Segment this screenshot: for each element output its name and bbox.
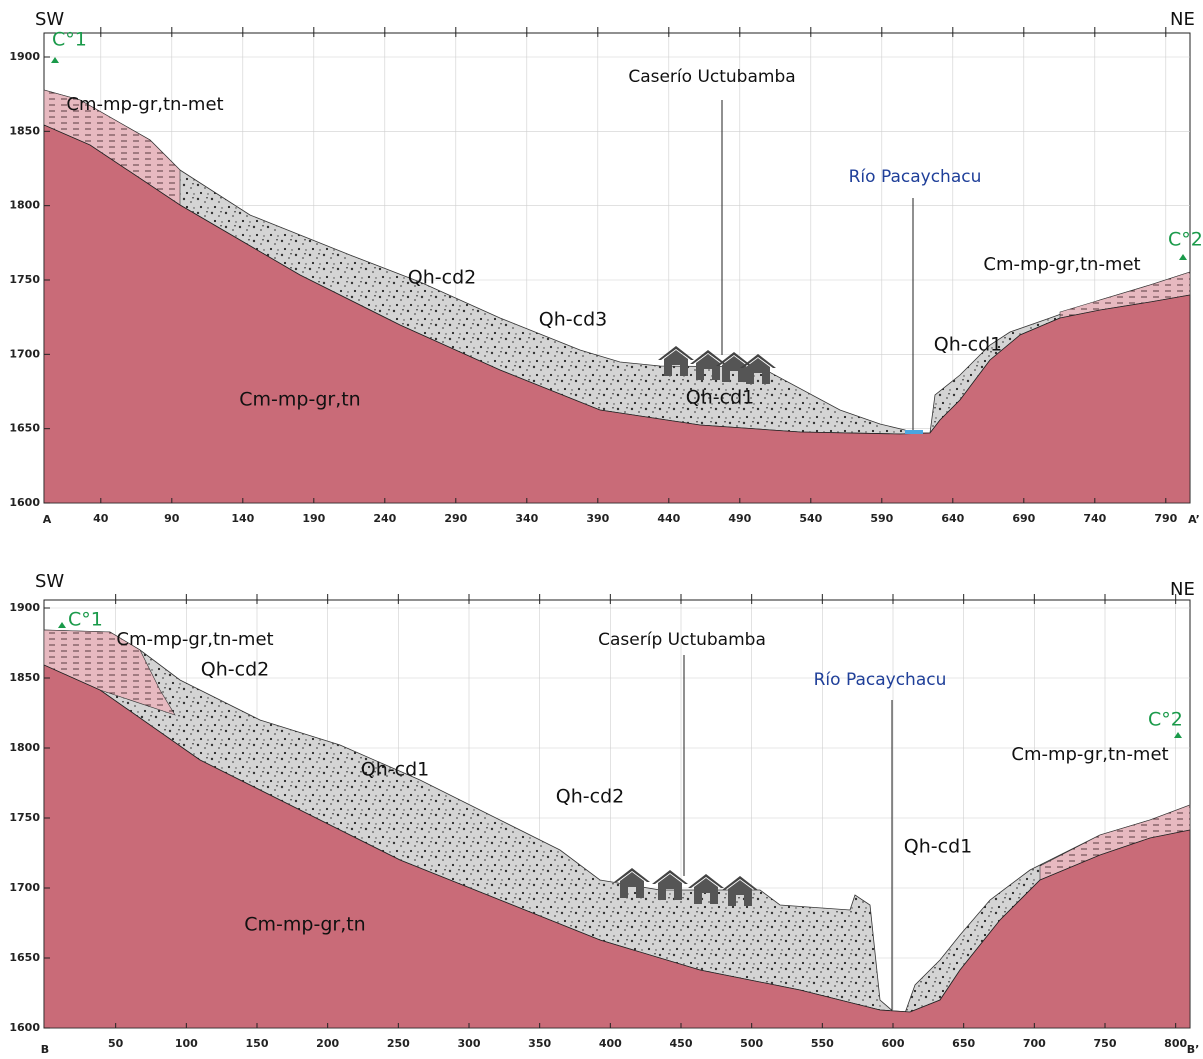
x-tick-label: 250 [387, 1037, 410, 1050]
y-tick-label: 1750 [9, 273, 40, 286]
y-tick-label: 1800 [9, 741, 40, 754]
y-tick-label: 1750 [9, 811, 40, 824]
peak-marker [51, 57, 59, 63]
x-tick-label: 90 [164, 512, 180, 525]
x-tick-label: 200 [316, 1037, 339, 1050]
x-tick-label: 540 [799, 512, 822, 525]
x-tick-label: 700 [1023, 1037, 1046, 1050]
x-tick-label: 400 [599, 1037, 622, 1050]
x-tick-label: 240 [373, 512, 396, 525]
y-tick-label: 1850 [9, 124, 40, 137]
start-label: A [43, 513, 52, 526]
y-tick-label: 1650 [9, 422, 40, 435]
bedrock [43, 124, 1191, 504]
x-tick-label: 290 [444, 512, 467, 525]
river-label: Río Pacaychacu [814, 670, 947, 690]
unit-label: Qh-cd1 [361, 759, 429, 781]
village-label: Caseríp Uctubamba [598, 630, 766, 650]
x-tick-label: 600 [882, 1037, 905, 1050]
unit-label: Qh-cd2 [201, 659, 269, 681]
unit-label: Qh-cd3 [539, 309, 607, 331]
y-tick-label: 1600 [9, 496, 40, 509]
river [905, 430, 923, 434]
x-tick-label: 390 [586, 512, 609, 525]
peak-marker [1174, 732, 1182, 738]
y-tick-label: 1800 [9, 199, 40, 212]
unit-label: Qh-cd1 [686, 387, 754, 409]
x-tick-label: 100 [175, 1037, 198, 1050]
river-label: Río Pacaychacu [849, 167, 982, 187]
peak-marker [58, 622, 66, 628]
x-tick-label: 550 [811, 1037, 834, 1050]
unit-label: Cm-mp-gr,tn [239, 389, 360, 411]
unit-label: Cm-mp-gr,tn [244, 914, 365, 936]
y-tick-label: 1850 [9, 671, 40, 684]
x-tick-label: 140 [231, 512, 254, 525]
unit-label: Cm-mp-gr,tn-met [983, 254, 1140, 275]
village-label: Caserío Uctubamba [628, 67, 795, 87]
y-tick-label: 1650 [9, 951, 40, 964]
section-a: SW NE C°1 C°2 Caserío Uctubamba Río Paca… [9, 9, 1202, 526]
unit-label: Cm-mp-gr,tn-met [1011, 744, 1168, 765]
x-tick-label: 500 [740, 1037, 763, 1050]
end-label: B’ [1187, 1043, 1200, 1056]
unit-label: Cm-mp-gr,tn-met [116, 629, 273, 650]
direction: NE [1170, 579, 1195, 600]
peak: C°1 [68, 609, 103, 631]
x-tick-label: 740 [1083, 512, 1106, 525]
x-tick-label: 790 [1154, 512, 1177, 525]
peak: C°2 [1148, 709, 1183, 731]
x-tick-label: 640 [941, 512, 964, 525]
section-b: SW NE C°1 C°2 Caseríp Uctubamba Río Paca… [9, 571, 1199, 1056]
x-tick-label: 450 [670, 1037, 693, 1050]
x-tick-label: 340 [515, 512, 538, 525]
end-label: A’ [1188, 513, 1200, 526]
unit-label: Qh-cd1 [934, 334, 1002, 356]
bedrock [43, 664, 1191, 1029]
x-tick-label: 150 [246, 1037, 269, 1050]
unit-label: Cm-mp-gr,tn-met [66, 94, 223, 115]
unit-label: Qh-cd1 [904, 836, 972, 858]
x-tick-label: 440 [657, 512, 680, 525]
x-tick-label: 590 [870, 512, 893, 525]
x-tick-label: 490 [728, 512, 751, 525]
y-tick-label: 1900 [9, 50, 40, 63]
direction: NE [1170, 9, 1195, 30]
peak-marker [1179, 254, 1187, 260]
x-tick-label: 50 [108, 1037, 124, 1050]
y-tick-label: 1600 [9, 1021, 40, 1034]
y-tick-label: 1700 [9, 881, 40, 894]
x-tick-label: 300 [458, 1037, 481, 1050]
unit-label: Qh-cd2 [556, 786, 624, 808]
x-tick-label: 190 [302, 512, 325, 525]
x-tick-label: 350 [528, 1037, 551, 1050]
peak: C°1 [52, 29, 87, 51]
direction: SW [35, 9, 64, 30]
y-tick-label: 1700 [9, 347, 40, 360]
peak: C°2 [1168, 229, 1203, 251]
start-label: B [41, 1043, 49, 1056]
x-tick-label: 40 [93, 512, 109, 525]
unit-label: Qh-cd2 [408, 267, 476, 289]
x-tick-label: 650 [952, 1037, 975, 1050]
x-tick-label: 690 [1012, 512, 1035, 525]
y-tick-label: 1900 [9, 601, 40, 614]
x-tick-label: 800 [1164, 1037, 1187, 1050]
direction: SW [35, 571, 64, 592]
x-tick-label: 750 [1094, 1037, 1117, 1050]
